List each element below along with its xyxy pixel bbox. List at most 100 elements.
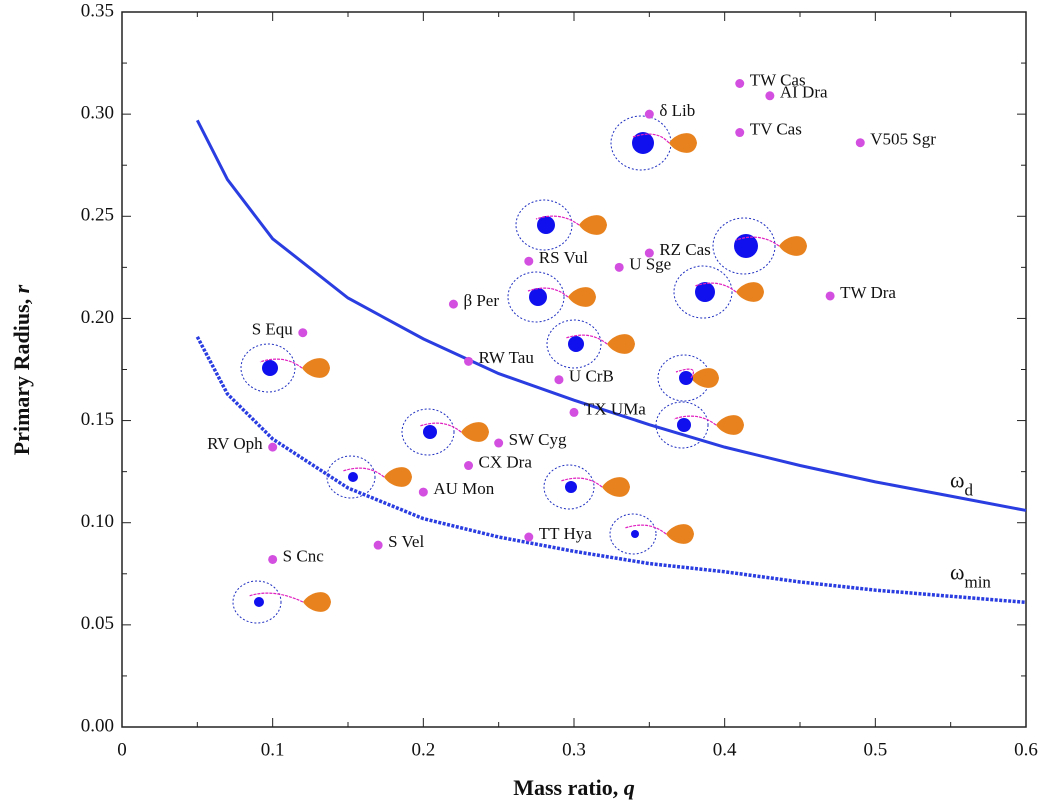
x-tick-label: 0.3 [562, 739, 586, 760]
point-label: SW Cyg [509, 430, 567, 449]
point-label: V505 Sgr [870, 130, 936, 149]
x-tick-label: 0 [117, 739, 127, 760]
mass-stream [342, 467, 385, 478]
orange-star [568, 287, 596, 307]
mass-stream [675, 368, 695, 379]
orange-star [302, 358, 330, 378]
star-point [735, 79, 745, 88]
roche-lobe [655, 401, 709, 449]
y-tick-label: 0.05 [81, 613, 114, 634]
orange-star [736, 282, 764, 302]
y-tick-label: 0.15 [81, 409, 114, 430]
orange-star [669, 133, 697, 153]
orange-star [384, 467, 412, 487]
point-label: δ Lib [659, 101, 695, 120]
star-point [268, 442, 278, 452]
orange-star [579, 215, 607, 235]
x-label-var: q [624, 775, 635, 800]
y-tick-label: 0.35 [81, 0, 114, 21]
blue-star [423, 425, 437, 439]
point-label: RZ Cas [659, 240, 710, 259]
mass-stream [527, 287, 569, 298]
blue-star [734, 234, 758, 258]
orange-star [716, 415, 744, 435]
orange-star [461, 422, 489, 442]
roche-lobe [673, 265, 733, 319]
star-point [644, 248, 654, 258]
blue-star [565, 481, 577, 493]
star-point [373, 540, 383, 550]
roche-lobe [401, 408, 455, 456]
binary-illustrations [232, 115, 807, 624]
blue-star [537, 216, 555, 234]
mass-stream [565, 334, 608, 345]
star-point [735, 128, 745, 138]
point-label: RV Oph [207, 434, 263, 453]
star-point [464, 356, 474, 366]
star-point [554, 375, 564, 385]
blue-star [677, 418, 691, 432]
point-label: TW Cas [750, 70, 806, 89]
blue-star [529, 288, 547, 306]
x-label-text: Mass ratio, [513, 775, 624, 800]
mass-stream [259, 358, 303, 369]
mass-stream [248, 592, 304, 603]
blue-star [568, 336, 584, 352]
orange-star [691, 368, 719, 388]
blue-star [679, 371, 693, 385]
curve [195, 119, 1027, 512]
point-label: RS Vul [539, 248, 588, 267]
roche-lobe [546, 319, 602, 369]
roche-lobe [326, 455, 376, 499]
y-axis-label: Primary Radius, r [9, 284, 34, 455]
star-point [524, 532, 534, 542]
star-point [765, 91, 775, 101]
star-point [298, 328, 308, 338]
orange-star [607, 334, 635, 354]
point-label: S Equ [252, 320, 294, 339]
mass-stream [535, 215, 580, 226]
orange-star [779, 236, 807, 256]
star-point [825, 291, 835, 301]
y-label-text: Primary Radius, [9, 293, 34, 455]
roche-lobe [232, 580, 282, 624]
mass-stream [694, 282, 737, 293]
x-axis-label: Mass ratio, q [513, 775, 635, 800]
point-label: S Vel [388, 532, 424, 551]
star-point [524, 256, 534, 266]
point-label: RW Tau [479, 348, 535, 367]
mass-stream [632, 133, 670, 144]
point-label: S Cnc [283, 546, 325, 565]
point-label: AU Mon [433, 479, 494, 498]
point-label: AI Dra [780, 83, 828, 102]
curve-label-symbol: ω [950, 468, 964, 493]
mass-stream [560, 477, 603, 488]
star-point [418, 487, 428, 497]
point-label: CX Dra [479, 452, 533, 471]
curve-label: ωd [950, 468, 973, 500]
blue-star [262, 360, 278, 376]
curve-label-sub: min [964, 572, 991, 591]
x-tick-label: 0.6 [1014, 739, 1038, 760]
star-point [268, 554, 278, 564]
mass-stream [673, 415, 717, 426]
star-point [855, 138, 865, 148]
point-label: U Sge [629, 254, 671, 273]
mass-stream [624, 524, 667, 535]
blue-star [695, 282, 715, 302]
roche-lobe [240, 343, 296, 393]
orange-star [602, 477, 630, 497]
orange-star [303, 592, 331, 612]
curve [195, 335, 1027, 605]
roche-lobe [543, 464, 595, 510]
y-tick-label: 0.30 [81, 103, 114, 124]
point-label: TT Hya [539, 524, 592, 543]
star-point [448, 299, 458, 309]
x-tick-label: 0.5 [863, 739, 887, 760]
x-tick-label: 0.2 [411, 739, 435, 760]
y-tick-label: 0.20 [81, 307, 114, 328]
curve-label-sub: d [964, 480, 973, 499]
star-point [644, 109, 654, 119]
point-label: β Per [463, 291, 499, 310]
point-label: TV Cas [750, 119, 802, 138]
